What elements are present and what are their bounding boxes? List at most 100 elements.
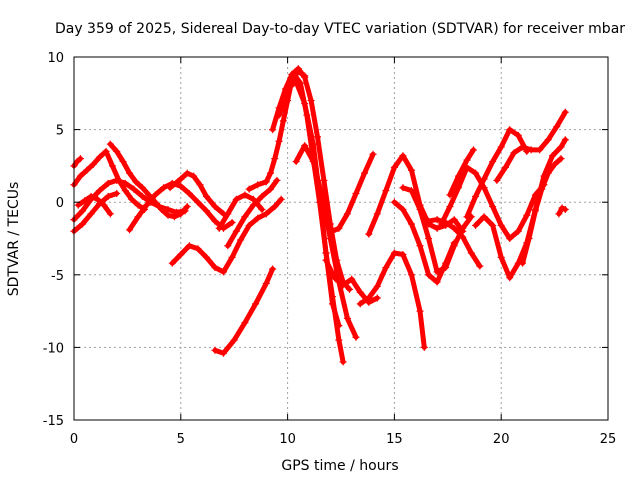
data-point [245,221,253,229]
data-point [416,307,424,315]
data-point [301,142,309,150]
data-point [322,256,330,264]
data-point [519,259,527,267]
data-point [96,187,104,195]
data-point [331,274,339,282]
data-series-group [168,195,285,276]
data-series-group [446,146,477,199]
data-point [79,207,87,215]
y-tick-label: 5 [56,124,64,139]
data-point [273,176,281,184]
data-point [241,191,249,199]
data-point [262,210,270,218]
series-trace [494,109,568,183]
data-point [489,203,497,211]
data-point [249,201,257,209]
data-point [328,293,336,301]
data-point [382,187,390,195]
data-point [467,249,475,257]
data-point [106,140,114,148]
data-point [425,271,433,279]
data-point [450,242,458,250]
data-point [102,147,110,155]
data-point [446,203,454,211]
data-point [177,175,185,183]
data-point [202,192,210,200]
series-trace [71,148,147,212]
data-point [536,146,544,154]
data-point [87,210,95,218]
data-point [138,192,146,200]
data-point [514,227,522,235]
data-point [463,156,471,164]
data-point [335,336,343,344]
data-point [279,117,287,125]
data-series-group [70,147,148,213]
data-point [356,288,364,296]
data-point [151,191,159,199]
data-point [318,191,326,199]
data-point [119,158,127,166]
data-point [326,235,334,242]
data-point [211,217,219,225]
data-point [322,217,330,225]
x-tick-label: 25 [600,432,617,447]
data-point [472,169,480,177]
data-point [211,264,219,272]
data-point [100,201,108,209]
data-point [538,185,546,193]
data-point [143,201,151,209]
data-point [416,205,424,213]
data-point [373,210,381,218]
data-point [454,184,462,192]
data-point [399,250,407,258]
data-point [322,249,330,257]
series-trace [167,170,226,217]
data-point [254,181,262,189]
data-point [360,169,368,177]
data-point [211,346,219,354]
data-point [476,262,484,270]
data-point [506,126,514,134]
data-point [309,158,317,166]
data-point [177,210,185,218]
data-point [113,189,121,197]
data-point [277,195,285,203]
data-point [561,205,569,213]
data-point [177,182,185,190]
data-point [113,176,121,184]
series-trace [75,193,113,217]
data-point [113,147,121,155]
data-point [407,166,415,174]
data-point [356,300,364,308]
data-point [215,224,223,232]
series-trace [212,266,276,356]
data-point [416,242,424,250]
data-series-group [356,249,428,351]
data-point [292,158,300,166]
data-series-group [463,126,531,221]
data-point [104,179,112,187]
data-point [121,187,129,195]
data-point [158,205,166,213]
data-point [420,343,428,351]
data-point [343,314,351,322]
data-point [399,205,407,213]
series-trace [293,143,359,340]
data-point [232,227,240,235]
data-series-group [555,204,569,218]
data-point [558,204,566,212]
data-point [480,175,488,183]
data-point [230,336,238,344]
data-point [497,143,505,151]
data-point [328,227,336,235]
data-point [544,136,552,144]
data-point [106,210,114,218]
series-trace [169,196,284,275]
data-point [194,245,202,253]
y-tick-label: 0 [56,196,64,211]
data-point [237,236,245,244]
data-series [70,65,569,366]
series-trace [447,147,476,198]
data-point [267,169,275,177]
